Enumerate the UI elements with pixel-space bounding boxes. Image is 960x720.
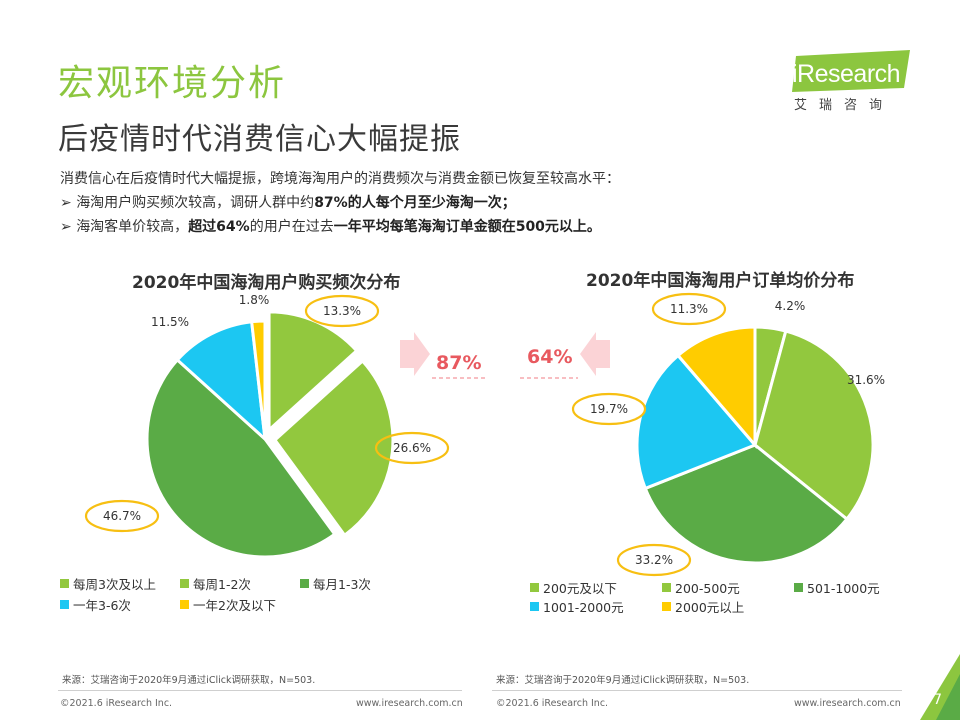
source-right: 来源：艾瑞咨询于2020年9月通过iClick调研获取，N=503. [496, 675, 750, 686]
iresearch-logo: iResearch 艾瑞咨询 [792, 48, 922, 114]
legend-item: 200元及以下 [530, 578, 617, 597]
pie-slice [145, 357, 337, 559]
intro-line-3: ➢ 海淘客单价较高，超过64%的用户在过去一年平均每笔海淘订单金额在500元以上… [60, 219, 601, 235]
pie-slice-label: 13.3% [323, 304, 361, 318]
bullet-arrow-icon: ➢ [60, 219, 72, 235]
logo-cn-text: 艾瑞咨询 [794, 98, 895, 113]
pie-slice-label: 4.2% [775, 299, 806, 313]
footer-copyright-left: ©2021.6 iResearch Inc. [60, 698, 173, 709]
pie-labels: 13.3% 26.6% 46.7% 11.5% 1.8% 4.2% 31.6% 33.2% 19… [84, 292, 885, 577]
callout-right: 64% [520, 332, 610, 379]
pie-slice [250, 319, 267, 440]
highlight-circle [374, 431, 450, 465]
corner-decoration-icon [920, 654, 960, 720]
pie-slice-label: 46.7% [103, 509, 141, 523]
logo-badge-icon [792, 50, 910, 92]
legend-item: 一年3-6次 [60, 595, 131, 614]
arrow-right-icon [400, 332, 430, 376]
legend-swatch [530, 602, 539, 611]
callout-left: 87% [400, 332, 488, 379]
highlight-circle [571, 392, 647, 426]
footer-divider-right [492, 690, 902, 691]
pie-slice-label: 11.3% [670, 302, 708, 316]
footer-copyright-right: ©2021.6 iResearch Inc. [496, 698, 609, 709]
page-title: 宏观环境分析 [58, 63, 287, 104]
legend-swatch [60, 579, 69, 588]
pie-slice [643, 443, 849, 565]
legend-item: 每周1-2次 [180, 574, 251, 593]
highlight-circle [616, 543, 692, 577]
pie-slice-label: 26.6% [393, 441, 431, 455]
legend-swatch [662, 583, 671, 592]
bullet-arrow-icon: ➢ [60, 195, 72, 211]
intro-line-2: ➢ 海淘用户购买频次较高，调研人群中约87%的人每个月至少海淘一次； [60, 195, 516, 211]
legend-swatch [794, 583, 803, 592]
intro-line-1: 消费信心在后疫情时代大幅提振，跨境海淘用户的消费频次与消费金额已恢复至较高水平： [60, 171, 620, 187]
right-pie-chart [635, 325, 875, 565]
legend-swatch [662, 602, 671, 611]
legend-item: 每周3次及以上 [60, 574, 156, 593]
left-pie-chart [145, 310, 395, 559]
pie-slice-label: 1.8% [239, 293, 270, 307]
pie-slice [753, 329, 875, 522]
legend-item: 一年2次及以下 [180, 595, 276, 614]
legend-item: 1001-2000元 [530, 597, 624, 616]
logo-text: iResearch [792, 60, 901, 88]
legend-item: 501-1000元 [794, 578, 880, 597]
pie-slice [272, 358, 395, 538]
legend-swatch [60, 600, 69, 609]
footer-divider-left [58, 690, 462, 691]
highlight-circle [84, 499, 160, 533]
footer-site-left: www.iresearch.com.cn [356, 698, 463, 709]
callout-right-value: 64% [527, 346, 572, 368]
pie-slice-label: 31.6% [847, 373, 885, 387]
pie-slice [175, 320, 267, 443]
callout-left-value: 87% [436, 352, 481, 374]
legend-item: 200-500元 [662, 578, 740, 597]
pie-slice-label: 33.2% [635, 553, 673, 567]
pie-slice-label: 19.7% [590, 402, 628, 416]
pie-slice-label: 11.5% [151, 315, 189, 329]
legend-swatch [180, 600, 189, 609]
footer-site-right: www.iresearch.com.cn [794, 698, 901, 709]
pie-slice [675, 325, 757, 450]
right-chart-title: 2020年中国海淘用户订单均价分布 [586, 271, 855, 291]
page-number: 7 [933, 692, 942, 708]
source-left: 来源：艾瑞咨询于2020年9月通过iClick调研获取，N=503. [62, 675, 316, 686]
legend-item: 2000元以上 [662, 597, 744, 616]
highlight-circle [304, 294, 380, 328]
legend-swatch [180, 579, 189, 588]
page-subtitle: 后疫情时代消费信心大幅提振 [58, 122, 461, 157]
legend-swatch [300, 579, 309, 588]
arrow-left-icon [580, 332, 610, 376]
highlight-circle [651, 292, 727, 326]
legend-swatch [530, 583, 539, 592]
legend-item: 每月1-3次 [300, 574, 371, 593]
left-chart-title: 2020年中国海淘用户购买频次分布 [132, 273, 401, 293]
